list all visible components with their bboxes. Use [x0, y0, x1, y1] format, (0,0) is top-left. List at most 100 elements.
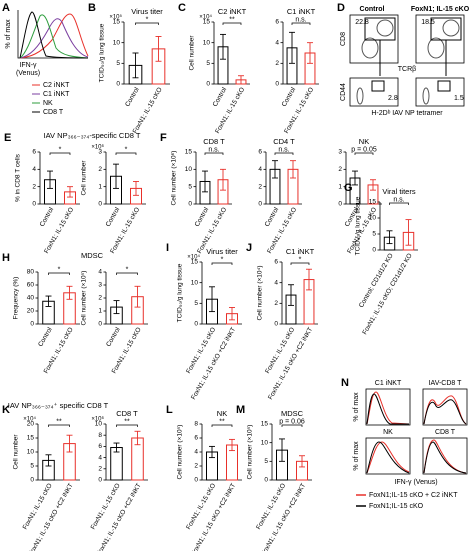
y-tick-label: 0 — [98, 321, 102, 328]
axis-label: IFN-γ — [19, 62, 37, 69]
y-tick-label: 5 — [194, 300, 198, 307]
y-axis-label: TCID₅₀/g lung tissue — [177, 263, 184, 322]
significance: n.s. — [393, 196, 404, 203]
y-tick-label: 2 — [98, 295, 102, 302]
gate-value: 18.5 — [421, 19, 435, 26]
significance: p = 0.05 — [351, 146, 377, 153]
plot-frame — [422, 437, 468, 475]
chart-title: C1 iNKT — [287, 7, 316, 16]
error-bar — [66, 285, 73, 300]
panel-letter: E — [4, 132, 11, 144]
error-bar — [272, 160, 278, 179]
gate-value: 1.5 — [454, 95, 464, 102]
histogram — [366, 441, 410, 474]
y-tick-label: 10 — [369, 215, 377, 222]
error-bar — [155, 36, 162, 62]
error-bar — [66, 434, 73, 453]
y-tick-label: 5 — [372, 231, 376, 238]
legend-label: FoxN1;IL-15 cKO + C2 iNKT — [369, 492, 458, 499]
x-tick-label: Control — [37, 326, 54, 348]
contour — [376, 19, 394, 37]
significance: n.s. — [295, 16, 306, 23]
error-bar — [134, 285, 141, 308]
chart-title: CD8 T — [203, 137, 225, 146]
group-label: Control — [360, 6, 385, 13]
chart-title: C2 iNKT — [218, 7, 247, 16]
y-tick-label: 3 — [338, 149, 342, 156]
histogram — [19, 11, 89, 59]
error-bar — [134, 430, 141, 446]
significance: ** — [219, 418, 225, 425]
error-bar — [299, 455, 305, 468]
chart-title: MDSC — [81, 251, 104, 260]
y-tick-label: 10 — [261, 439, 269, 446]
y-tick-label: 20 — [27, 308, 35, 315]
plot-frame — [365, 388, 411, 426]
significance-bracket — [116, 272, 138, 275]
y-axis-label: Cell number — [81, 160, 88, 196]
chart-title: IAV NP₃₆₆₋₃₇₄-specific CD8 T — [44, 131, 141, 140]
chart-title: Viral titers — [382, 187, 415, 196]
panel-letter: H — [2, 252, 10, 264]
y-tick-label: 2 — [32, 183, 36, 190]
y-tick-label: 6 — [98, 443, 102, 450]
chart-title: NK — [217, 409, 227, 418]
panel-letter: M — [236, 404, 245, 416]
legend-label: C2 iNKT — [43, 82, 70, 89]
axis-label: CD8 — [340, 32, 347, 46]
chart-title: NK — [359, 137, 369, 146]
axis-label: H-2Dᵇ IAV NP tetramer — [371, 110, 443, 117]
y-tick-label: 3 — [98, 282, 102, 289]
histogram — [366, 393, 409, 425]
error-bar — [113, 300, 120, 315]
error-bar — [113, 163, 119, 189]
group-label: FoxN1; IL-15 cKO — [411, 6, 470, 13]
y-tick-label: 2 — [98, 166, 102, 173]
plot-title: C1 iNKT — [375, 380, 402, 387]
error-bar — [67, 186, 73, 198]
panel-letter: A — [2, 2, 10, 14]
y-tick-label: 5 — [206, 60, 210, 67]
y-tick-label: 0 — [275, 81, 279, 88]
axis — [17, 10, 88, 59]
significance-bracket — [354, 152, 374, 155]
plot-frame — [349, 14, 399, 64]
histogram — [19, 18, 89, 59]
plot-title: IAV-CD8 T — [429, 380, 463, 387]
error-bar — [45, 295, 52, 307]
significance: * — [146, 16, 149, 23]
error-bar — [229, 307, 235, 321]
error-bar — [386, 230, 393, 245]
plot-title: NK — [383, 429, 393, 436]
legend-label: NK — [43, 100, 53, 107]
gate-value: 22.8 — [355, 19, 369, 26]
significance-bracket — [48, 272, 70, 275]
y-axis-label: Cell number (×10⁵) — [177, 425, 184, 480]
chart-title: CD8 T — [116, 409, 138, 418]
contour — [422, 87, 430, 105]
y-axis-label: Cell number (×10⁶) — [171, 151, 178, 206]
x-tick-label: Control — [264, 206, 281, 228]
y-tick-label: 0 — [98, 477, 102, 484]
error-bar — [405, 219, 412, 246]
y-tick-label: 4 — [258, 166, 262, 173]
y-tick-label: 10 — [113, 39, 121, 46]
y-tick-label: 10 — [27, 449, 35, 456]
error-bar — [209, 445, 215, 459]
axis-multiplier: ×10⁶ — [91, 144, 104, 151]
y-tick-label: 0 — [32, 201, 36, 208]
axis-label: % of max — [5, 19, 12, 49]
error-bar — [220, 168, 226, 191]
y-axis-label: Cell number (×10⁵) — [247, 425, 254, 480]
histogram — [423, 441, 467, 474]
contour — [442, 19, 460, 37]
significance: ** — [124, 418, 130, 425]
error-bar — [202, 170, 208, 193]
panel-n: N C1 iNKT IAV-CD8 T NK CD8 T % of max % … — [341, 377, 468, 510]
y-tick-label: 15 — [203, 19, 211, 26]
histogram — [19, 14, 89, 59]
chart-title: Virus titer — [206, 247, 238, 256]
legend-label: CD8 T — [43, 109, 64, 116]
significance-bracket — [281, 424, 303, 427]
significance: * — [58, 266, 61, 273]
